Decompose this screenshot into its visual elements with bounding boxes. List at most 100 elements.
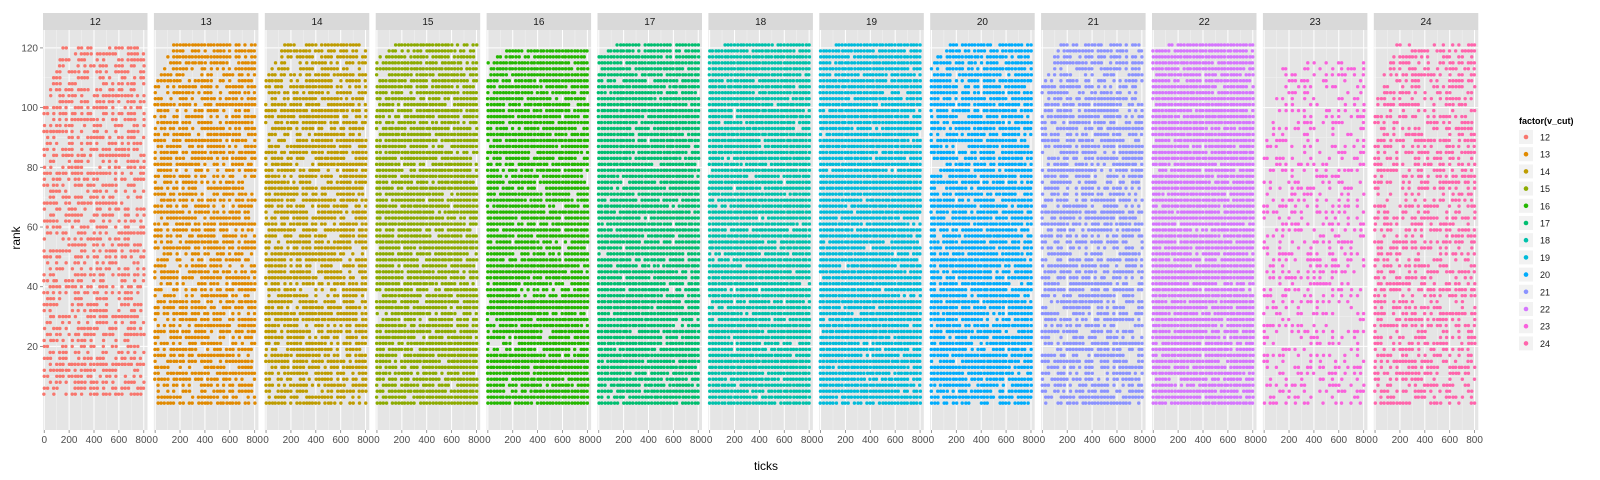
data-point	[421, 138, 426, 143]
data-point	[138, 165, 143, 170]
data-point	[67, 219, 71, 223]
data-point	[279, 156, 284, 161]
data-point	[360, 288, 365, 292]
data-point	[249, 168, 254, 172]
data-point	[249, 252, 254, 256]
data-point	[132, 82, 136, 86]
data-point	[70, 344, 74, 349]
data-point	[424, 240, 429, 244]
data-point	[178, 144, 182, 149]
data-point	[316, 204, 321, 208]
data-point	[378, 341, 382, 346]
data-point	[114, 338, 118, 343]
data-point	[126, 213, 130, 217]
data-point	[193, 371, 198, 375]
data-point	[270, 180, 274, 184]
data-point	[243, 389, 248, 393]
data-point	[82, 201, 87, 205]
data-point	[351, 252, 355, 256]
data-point	[267, 270, 271, 274]
data-point	[282, 383, 287, 387]
data-point	[344, 49, 349, 53]
data-point	[298, 55, 302, 59]
data-point	[348, 228, 352, 232]
data-point	[205, 311, 210, 316]
data-point	[203, 90, 207, 95]
data-point	[203, 234, 207, 238]
data-point	[348, 270, 352, 274]
data-point	[298, 73, 302, 77]
data-point	[289, 371, 293, 375]
data-point	[234, 102, 238, 107]
data-point	[194, 264, 198, 268]
data-point	[406, 335, 411, 340]
data-point	[205, 377, 210, 381]
data-point	[335, 156, 340, 161]
data-point	[418, 67, 423, 71]
data-point	[193, 299, 198, 304]
data-point	[215, 85, 219, 89]
data-point	[86, 201, 90, 205]
data-point	[338, 240, 343, 244]
data-point	[329, 228, 333, 232]
data-point	[351, 383, 355, 387]
data-point	[76, 64, 80, 68]
data-point	[314, 192, 318, 196]
data-point	[212, 144, 216, 149]
data-point	[218, 186, 223, 190]
data-point	[138, 70, 143, 74]
data-point	[73, 243, 77, 247]
data-point	[246, 96, 250, 101]
data-point	[240, 264, 244, 268]
data-point	[292, 114, 296, 119]
data-point	[378, 252, 382, 256]
data-point	[270, 150, 274, 155]
data-point	[335, 90, 340, 95]
data-point	[360, 293, 365, 298]
data-point	[117, 165, 121, 170]
data-point	[222, 108, 226, 113]
data-point	[390, 240, 394, 244]
data-point	[246, 240, 250, 244]
data-point	[107, 46, 112, 50]
data-point	[222, 377, 226, 381]
data-point	[153, 96, 158, 101]
data-point	[206, 102, 210, 107]
data-point	[409, 55, 413, 59]
data-point	[178, 192, 182, 196]
data-point	[193, 377, 198, 381]
data-point	[320, 240, 324, 244]
data-point	[58, 207, 62, 211]
data-point	[230, 73, 235, 77]
data-point	[86, 183, 90, 187]
data-point	[156, 228, 160, 232]
data-point	[227, 246, 232, 250]
data-point	[166, 55, 170, 59]
data-point	[51, 195, 56, 199]
data-point	[203, 276, 207, 280]
data-point	[48, 296, 53, 301]
data-point	[246, 288, 251, 292]
data-point	[83, 99, 87, 104]
data-point	[289, 299, 293, 304]
data-point	[221, 126, 226, 131]
data-point	[390, 270, 394, 274]
data-point	[95, 362, 100, 367]
data-point	[107, 76, 112, 80]
data-point	[184, 240, 189, 244]
data-point	[243, 204, 247, 208]
data-point	[360, 234, 365, 238]
data-point	[387, 55, 391, 59]
data-point	[175, 43, 179, 47]
data-point	[73, 386, 77, 390]
data-point	[320, 162, 324, 167]
data-point	[159, 186, 164, 190]
data-point	[310, 96, 315, 101]
data-point	[424, 174, 429, 178]
data-point	[351, 102, 355, 107]
data-point	[403, 389, 407, 393]
data-point	[178, 371, 182, 375]
data-point	[227, 192, 232, 196]
data-point	[215, 55, 220, 59]
data-point	[117, 314, 121, 319]
